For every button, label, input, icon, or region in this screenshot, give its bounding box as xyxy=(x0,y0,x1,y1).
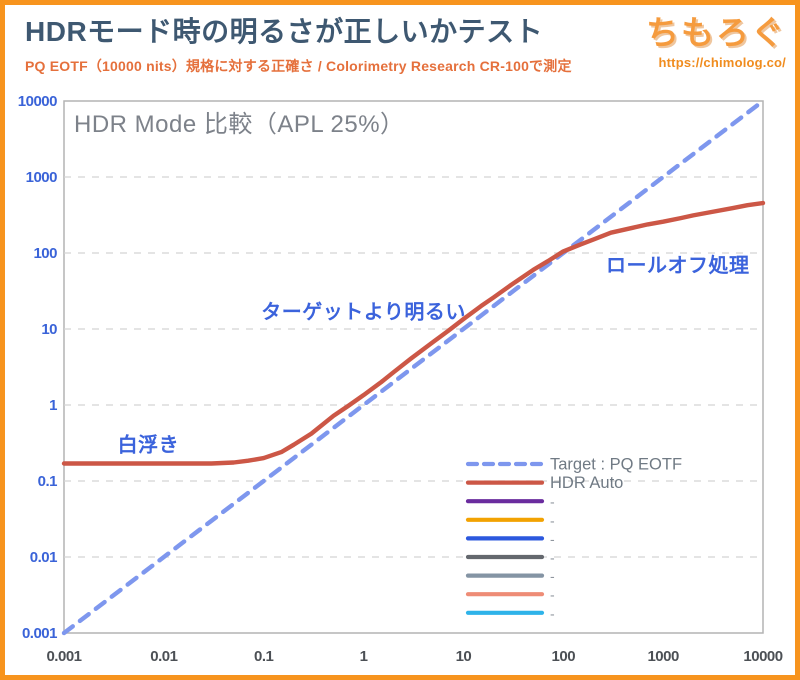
y-tick-label: 1 xyxy=(49,397,57,414)
series-line-hdr-auto xyxy=(61,200,766,466)
header: HDRモード時の明るさが正しいかテスト PQ EOTF（10000 nits）規… xyxy=(25,10,572,76)
legend-label-3: - xyxy=(550,512,555,528)
x-tick-label: 0.01 xyxy=(150,648,177,665)
legend-label-6: - xyxy=(550,568,555,584)
y-tick-label: 0.001 xyxy=(22,625,57,642)
y-tick-label: 10 xyxy=(41,321,57,338)
x-tick-label: 1000 xyxy=(647,648,679,665)
legend-label-1: HDR Auto xyxy=(550,474,623,492)
y-tick-label: 1000 xyxy=(26,169,58,186)
y-tick-label: 100 xyxy=(33,245,57,262)
legend-label-2: - xyxy=(550,494,555,510)
y-tick-label: 10000 xyxy=(18,93,57,110)
x-tick-label: 10000 xyxy=(743,648,782,665)
x-tick-label: 1 xyxy=(360,648,368,665)
x-tick-label: 100 xyxy=(552,648,576,665)
annotation-0: 白浮き xyxy=(118,433,180,457)
y-tick-label: 0.01 xyxy=(30,549,57,566)
annotation-2: ロールオフ処理 xyxy=(606,254,750,277)
page-title: HDRモード時の明るさが正しいかテスト xyxy=(25,16,544,47)
series-line-target-pq-eotf xyxy=(61,98,766,636)
x-tick-label: 0.001 xyxy=(46,648,81,665)
chart-title: HDR Mode 比較（APL 25%） xyxy=(74,111,405,138)
page-subtitle: PQ EOTF（10000 nits）規格に対する正確さ / Colorimet… xyxy=(25,58,572,74)
site-logo-text[interactable]: ちもろぐ xyxy=(646,14,786,51)
legend-label-7: - xyxy=(550,587,555,603)
legend-label-4: - xyxy=(550,531,555,547)
legend-label-8: - xyxy=(550,605,555,621)
legend-label-0: Target : PQ EOTF xyxy=(550,456,682,474)
legend-label-5: - xyxy=(550,550,555,566)
y-tick-label: 0.1 xyxy=(38,473,58,490)
site-logo-url[interactable]: https://chimolog.co/ xyxy=(658,55,786,70)
annotation-1: ターゲットより明るい xyxy=(261,300,466,323)
site-logo[interactable]: ちもろぐ https://chimolog.co/ xyxy=(646,6,786,70)
x-tick-label: 0.1 xyxy=(254,648,274,665)
x-tick-label: 10 xyxy=(456,648,472,665)
